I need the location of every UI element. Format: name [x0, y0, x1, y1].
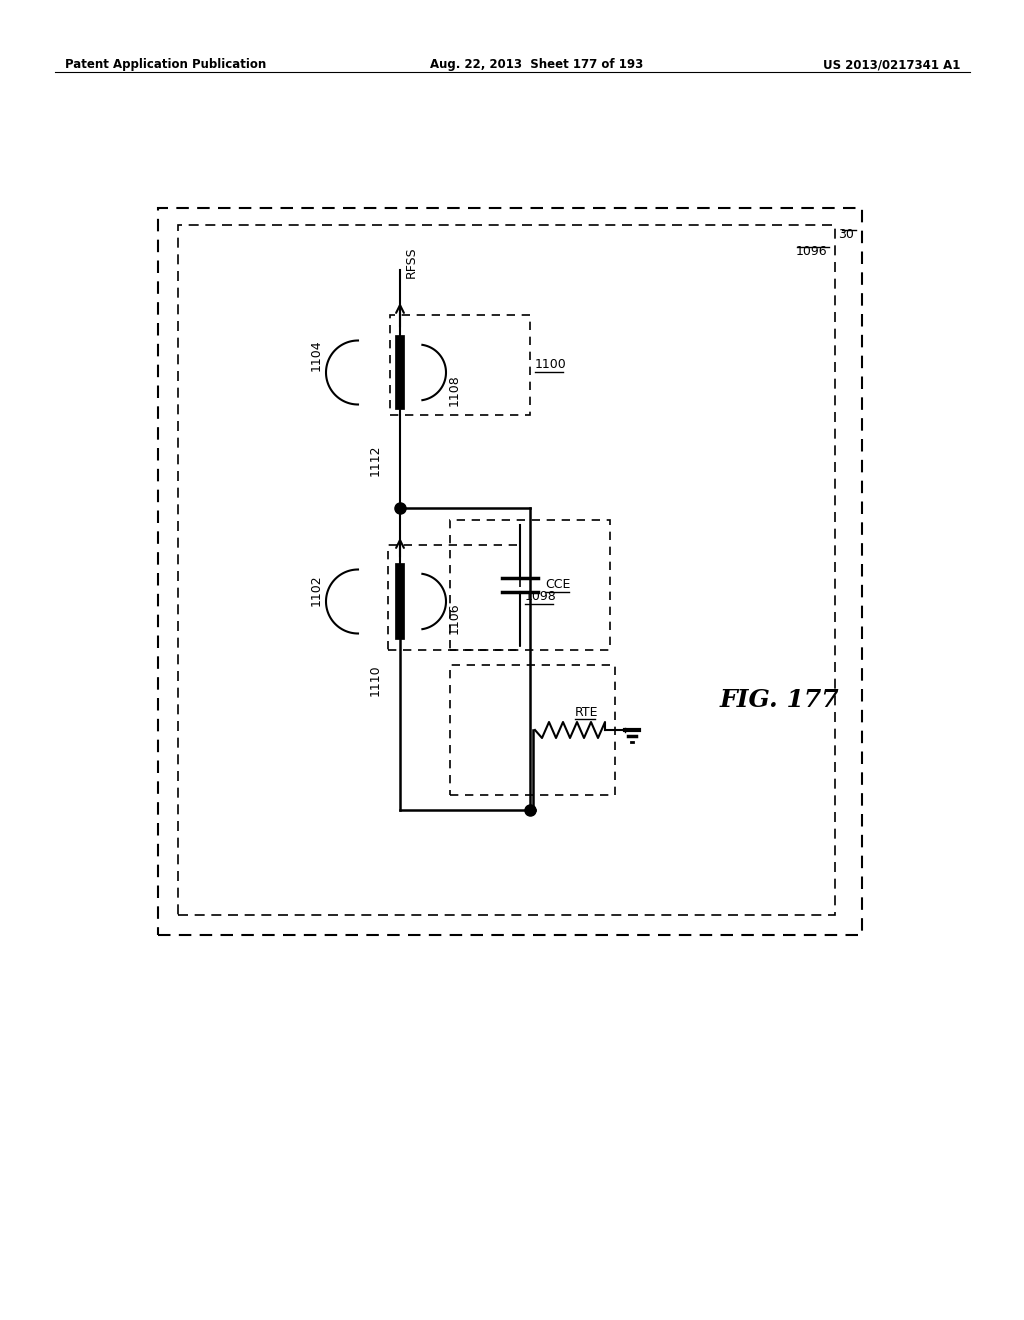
Text: 1102: 1102 [310, 574, 323, 606]
Bar [390, 315, 530, 414]
Text: 1106: 1106 [449, 602, 461, 634]
Text: 1096: 1096 [796, 246, 827, 257]
Text: Patent Application Publication: Patent Application Publication [65, 58, 266, 71]
Text: 30: 30 [838, 228, 854, 242]
Text: 1112: 1112 [369, 445, 382, 475]
Text: Aug. 22, 2013  Sheet 177 of 193: Aug. 22, 2013 Sheet 177 of 193 [430, 58, 643, 71]
Bar [388, 545, 520, 649]
Text: 1100: 1100 [535, 359, 566, 371]
Bar [450, 520, 610, 649]
Bar [158, 209, 862, 935]
Text: 1110: 1110 [369, 664, 382, 696]
Bar [178, 224, 835, 915]
Bar [450, 665, 615, 795]
Text: RFSS: RFSS [406, 247, 418, 279]
Text: 1104: 1104 [310, 339, 323, 371]
Text: 1098: 1098 [525, 590, 557, 603]
Text: 1108: 1108 [449, 374, 461, 405]
Text: US 2013/0217341 A1: US 2013/0217341 A1 [822, 58, 961, 71]
Text: CCE: CCE [545, 578, 570, 591]
Text: RTE: RTE [575, 705, 598, 718]
Text: FIG. 177: FIG. 177 [720, 688, 840, 711]
